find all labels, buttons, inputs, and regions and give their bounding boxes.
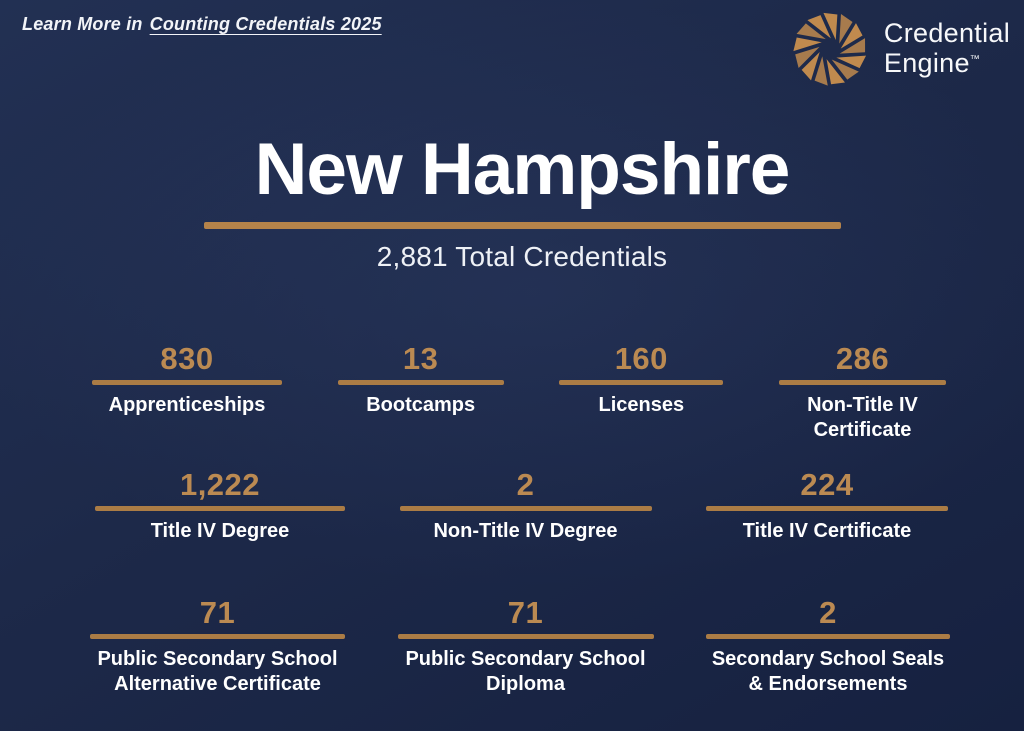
counting-credentials-link[interactable]: Counting Credentials 2025 (149, 14, 382, 34)
stat-label: Bootcamps (366, 394, 476, 416)
stat-non-title-iv-certificate: 286 Non-Title IV Certificate (778, 341, 946, 443)
stats-row-3: 71 Public Secondary School Alternative C… (0, 595, 1024, 697)
stat-label: Apprenticeships (108, 394, 266, 416)
title-block: New Hampshire 2,881 Total Credentials (20, 126, 1024, 273)
stats-row-1: 830 Apprenticeships 13 Bootcamps 160 Lic… (0, 341, 1024, 443)
stat-public-secondary-school-diploma: 71 Public Secondary School Diploma (397, 595, 654, 697)
stat-value: 2 (819, 595, 837, 630)
stat-label: Public Secondary School Diploma (405, 648, 646, 695)
sunburst-pinwheel-icon (793, 12, 867, 86)
stat-value: 71 (199, 595, 236, 630)
stat-label: Title IV Certificate (742, 520, 912, 542)
credential-engine-logo: Credential Engine™ (789, 8, 1010, 90)
stat-value: 2 (516, 467, 535, 502)
stat-value: 286 (835, 341, 890, 376)
stat-title-iv-degree: 1,222 Title IV Degree (95, 467, 345, 544)
stat-underline (337, 380, 504, 385)
stat-underline (706, 506, 948, 511)
title-underline (203, 222, 841, 229)
stat-underline (92, 380, 282, 385)
stat-value: 160 (614, 341, 668, 376)
stat-underline (397, 634, 654, 639)
stat-value: 13 (402, 341, 439, 376)
logo-wordmark: Credential Engine™ (884, 19, 1010, 78)
page-title: New Hampshire (254, 129, 791, 210)
stat-underline (706, 634, 950, 639)
learn-more-prefix: Learn More in (22, 14, 143, 34)
stat-licenses: 160 Licenses (559, 341, 724, 443)
stat-label: Secondary School Seals & Endorsements (711, 648, 945, 695)
stat-apprenticeships: 830 Apprenticeships (92, 341, 282, 443)
stat-underline (559, 380, 724, 385)
stat-label: Public Secondary School Alternative Cert… (97, 648, 338, 695)
logo-word-engine: Engine™ (883, 48, 981, 78)
stat-label: Title IV Degree (150, 520, 290, 542)
stat-title-iv-certificate: 224 Title IV Certificate (706, 467, 948, 544)
stat-bootcamps: 13 Bootcamps (337, 341, 504, 443)
stat-secondary-school-seals-endorsements: 2 Secondary School Seals & Endorsements (706, 595, 950, 697)
stat-value: 71 (507, 595, 544, 630)
trademark-symbol: ™ (969, 54, 981, 65)
stats-row-2: 1,222 Title IV Degree 2 Non-Title IV Deg… (0, 467, 1024, 544)
stat-public-secondary-school-alternative-certificate: 71 Public Secondary School Alternative C… (90, 595, 345, 697)
logo-word-credential: Credential (883, 18, 1010, 49)
stat-label: Licenses (598, 394, 685, 416)
stat-underline (90, 634, 345, 639)
stat-non-title-iv-degree: 2 Non-Title IV Degree (399, 467, 652, 544)
stat-label: Non-Title IV Degree (433, 520, 618, 542)
stat-label: Non-Title IV Certificate (807, 394, 918, 441)
stat-value: 224 (800, 467, 854, 502)
stat-underline (778, 380, 946, 385)
stat-underline (399, 506, 652, 511)
stat-underline (95, 506, 345, 511)
stat-value: 1,222 (179, 467, 261, 502)
learn-more-line: Learn More in Counting Credentials 2025 (22, 14, 382, 35)
total-credentials-subtitle: 2,881 Total Credentials (376, 241, 668, 272)
stat-value: 830 (160, 341, 214, 376)
